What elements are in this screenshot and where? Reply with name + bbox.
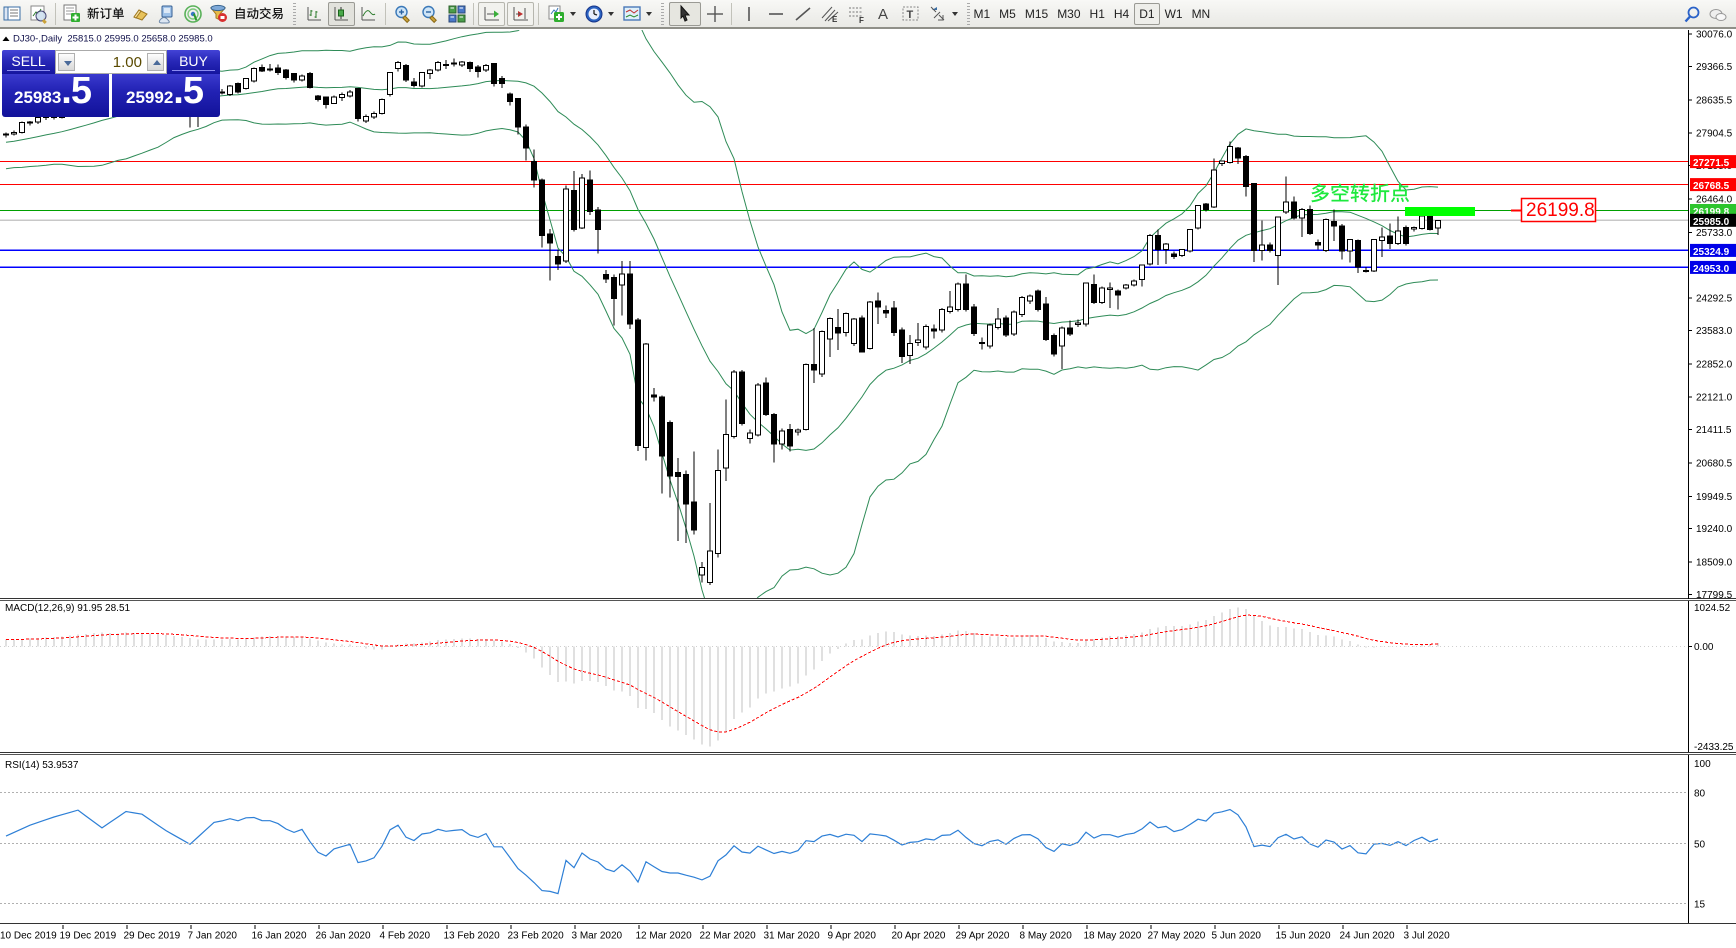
svg-text:MACD(12,26,9) 91.95 28.51: MACD(12,26,9) 91.95 28.51: [5, 603, 131, 614]
svg-text:26768.5: 26768.5: [1693, 181, 1730, 192]
svg-text:4 Feb 2020: 4 Feb 2020: [380, 931, 431, 942]
svg-text:25324.9: 25324.9: [1693, 247, 1730, 258]
svg-text:26199.8: 26199.8: [1526, 200, 1595, 221]
svg-text:27 May 2020: 27 May 2020: [1148, 931, 1206, 942]
svg-text:DJ30-,Daily 25815.0 25995.0 2: DJ30-,Daily 25815.0 25995.0 25658.0 2598…: [13, 34, 213, 45]
svg-text:19 Dec 2019: 19 Dec 2019: [60, 931, 117, 942]
svg-text:15 Jun 2020: 15 Jun 2020: [1276, 931, 1331, 942]
svg-text:7 Jan 2020: 7 Jan 2020: [188, 931, 238, 942]
svg-text:8 May 2020: 8 May 2020: [1020, 931, 1073, 942]
svg-text:18509.0: 18509.0: [1696, 558, 1733, 569]
svg-text:29366.5: 29366.5: [1696, 62, 1733, 73]
svg-text:22852.0: 22852.0: [1696, 359, 1733, 370]
svg-text:T: T: [906, 9, 913, 21]
svg-text:28635.5: 28635.5: [1696, 95, 1733, 106]
svg-text:F: F: [859, 16, 864, 24]
svg-text:25985.0: 25985.0: [1693, 217, 1730, 228]
svg-text:24953.0: 24953.0: [1693, 264, 1730, 275]
svg-text:3 Mar 2020: 3 Mar 2020: [572, 931, 623, 942]
svg-text:0.00: 0.00: [1694, 642, 1714, 653]
svg-text:19240.0: 19240.0: [1696, 524, 1733, 535]
svg-text:20680.5: 20680.5: [1696, 458, 1733, 469]
svg-text:15: 15: [1694, 900, 1706, 911]
svg-text:12 Mar 2020: 12 Mar 2020: [636, 931, 693, 942]
svg-text:1024.52: 1024.52: [1694, 603, 1731, 614]
svg-text:26199.8: 26199.8: [1693, 207, 1730, 218]
svg-text:9 Apr 2020: 9 Apr 2020: [828, 931, 877, 942]
svg-text:21411.5: 21411.5: [1696, 425, 1732, 436]
svg-text:24292.5: 24292.5: [1696, 294, 1733, 305]
svg-text:3 Jul 2020: 3 Jul 2020: [1404, 931, 1451, 942]
svg-text:31 Mar 2020: 31 Mar 2020: [764, 931, 821, 942]
svg-text:23 Feb 2020: 23 Feb 2020: [508, 931, 565, 942]
svg-text:13 Feb 2020: 13 Feb 2020: [444, 931, 501, 942]
svg-text:23583.0: 23583.0: [1696, 326, 1733, 337]
svg-text:19949.5: 19949.5: [1696, 492, 1733, 503]
svg-text:50: 50: [1694, 840, 1706, 851]
svg-text:20 Apr 2020: 20 Apr 2020: [892, 931, 946, 942]
svg-text:80: 80: [1694, 789, 1706, 800]
svg-text:30076.0: 30076.0: [1696, 30, 1733, 41]
svg-text:RSI(14) 53.9537: RSI(14) 53.9537: [5, 760, 79, 771]
svg-text:26464.0: 26464.0: [1696, 195, 1733, 206]
svg-text:24 Jun 2020: 24 Jun 2020: [1340, 931, 1395, 942]
svg-text:22 Mar 2020: 22 Mar 2020: [700, 931, 757, 942]
svg-text:25733.0: 25733.0: [1696, 228, 1733, 239]
svg-text:5 Jun 2020: 5 Jun 2020: [1212, 931, 1262, 942]
svg-text:E: E: [832, 15, 838, 24]
svg-text:22121.0: 22121.0: [1696, 393, 1733, 404]
svg-text:10 Dec 2019: 10 Dec 2019: [0, 931, 57, 942]
svg-text:27904.5: 27904.5: [1696, 129, 1733, 140]
svg-text:26 Jan 2020: 26 Jan 2020: [316, 931, 371, 942]
svg-text:A: A: [878, 6, 888, 23]
svg-text:29 Apr 2020: 29 Apr 2020: [956, 931, 1010, 942]
svg-text:29 Dec 2019: 29 Dec 2019: [124, 931, 181, 942]
svg-text:18 May 2020: 18 May 2020: [1084, 931, 1142, 942]
svg-text:17799.5: 17799.5: [1696, 590, 1733, 601]
svg-text:27271.5: 27271.5: [1693, 158, 1730, 169]
svg-text:16 Jan 2020: 16 Jan 2020: [252, 931, 307, 942]
svg-text:-2433.25: -2433.25: [1694, 742, 1734, 753]
svg-text:100: 100: [1694, 759, 1711, 770]
